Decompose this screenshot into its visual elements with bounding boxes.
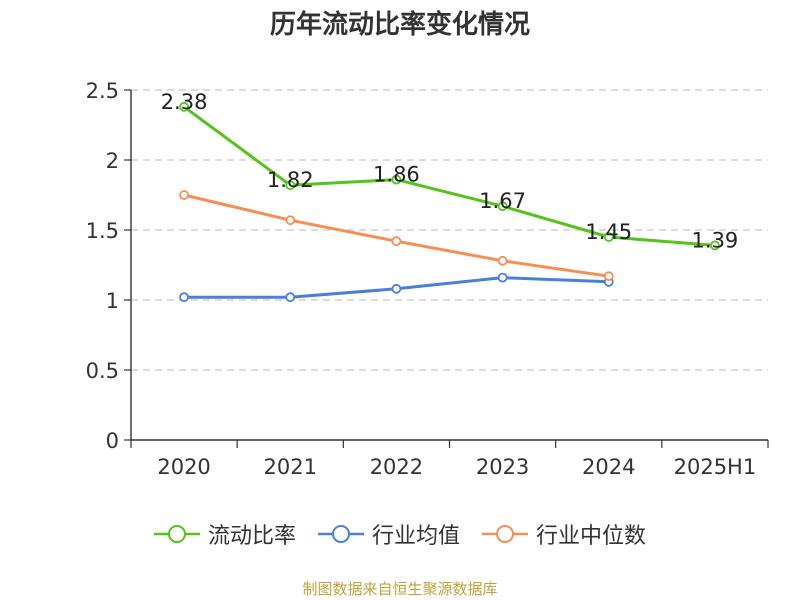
x-tick-label: 2025H1 xyxy=(674,455,757,479)
data-point[interactable] xyxy=(285,292,296,303)
data-label: 2.38 xyxy=(161,90,208,114)
data-label: 1.39 xyxy=(692,228,739,252)
data-point[interactable] xyxy=(710,240,720,251)
data-label: 1.86 xyxy=(373,163,420,187)
x-tick-label: 2021 xyxy=(264,455,317,479)
data-point[interactable] xyxy=(391,174,402,185)
x-tick-label: 2020 xyxy=(157,455,210,479)
gridlines xyxy=(131,89,768,371)
source-note: 制图数据来自恒生聚源数据库 xyxy=(302,580,498,598)
data-point[interactable] xyxy=(179,101,189,112)
y-tick-label: 0 xyxy=(106,429,119,453)
chart-title: 历年流动比率变化情况 xyxy=(269,10,530,40)
x-tick-label: 2023 xyxy=(476,455,529,479)
data-label: 1.45 xyxy=(585,220,632,244)
data-label: 1.67 xyxy=(479,189,526,213)
data-point[interactable] xyxy=(391,236,402,247)
legend-label: 行业中位数 xyxy=(536,524,647,549)
data-point[interactable] xyxy=(497,201,508,212)
data-point[interactable] xyxy=(179,190,189,200)
series-lines xyxy=(179,101,720,303)
y-tick-label: 2 xyxy=(106,149,119,173)
data-point[interactable] xyxy=(285,180,296,191)
data-point[interactable] xyxy=(285,215,296,226)
y-tick-label: 1 xyxy=(106,289,119,313)
data-point[interactable] xyxy=(497,272,508,283)
data-point[interactable] xyxy=(391,283,402,294)
legend-item-2[interactable]: 行业中位数 xyxy=(482,518,646,550)
legend-swatch-icon xyxy=(153,525,200,543)
legend-label: 行业均值 xyxy=(371,524,460,549)
data-point[interactable] xyxy=(497,255,508,266)
data-label: 1.82 xyxy=(267,168,314,192)
legend: 流动比率 行业均值 行业中位数 xyxy=(0,518,800,550)
data-point[interactable] xyxy=(603,271,614,282)
legend-item-0[interactable]: 流动比率 xyxy=(153,518,296,550)
legend-item-1[interactable]: 行业均值 xyxy=(317,518,460,550)
series-line-0 xyxy=(183,105,716,247)
y-tick-label: 1.5 xyxy=(86,219,119,243)
series-line-2 xyxy=(183,193,609,278)
y-tick-label: 2.5 xyxy=(86,79,119,103)
data-labels: 2.38 1.82 1.86 1.67 1.45 1.39 xyxy=(161,90,739,253)
legend-label: 流动比率 xyxy=(207,524,296,549)
x-tick-label: 2022 xyxy=(370,455,423,479)
y-tick-label: 0.5 xyxy=(86,359,119,383)
data-point[interactable] xyxy=(179,292,189,303)
axes: 0 0.5 1 1.5 2 2.5 2020 2021 2022 2023 2024 2025H1 xyxy=(86,79,769,479)
data-point[interactable] xyxy=(603,232,614,242)
legend-swatch-icon xyxy=(482,525,528,543)
legend-swatch-icon xyxy=(317,525,364,543)
x-tick-label: 2024 xyxy=(582,455,635,479)
